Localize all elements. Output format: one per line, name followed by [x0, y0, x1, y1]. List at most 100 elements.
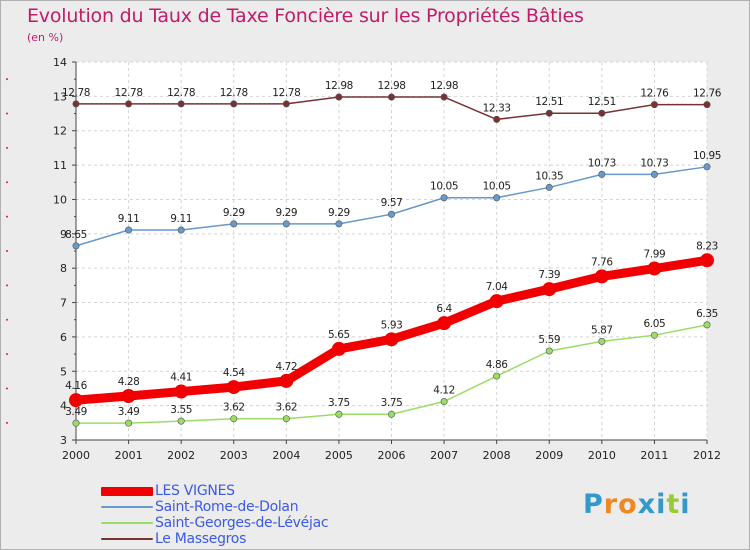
edge-marker [6, 421, 8, 424]
y-tick-label: 5 [60, 365, 67, 378]
data-label-le-massegros: 12.78 [62, 87, 90, 99]
data-label-saint-rome-de-dolan: 9.29 [223, 207, 245, 219]
data-label-le-massegros: 12.76 [640, 88, 669, 100]
data-point-le-massegros [177, 100, 185, 108]
data-point-les-vignes [437, 316, 452, 331]
y-tick-label: 8 [60, 262, 67, 275]
edge-marker [6, 215, 8, 218]
data-label-saint-georges-de-levejac: 3.62 [275, 402, 297, 414]
data-label-les-vignes: 4.72 [275, 361, 297, 373]
data-label-le-massegros: 12.78 [272, 87, 300, 99]
data-label-saint-rome-de-dolan: 9.57 [381, 197, 403, 209]
edge-marker [6, 353, 8, 356]
data-point-saint-rome-de-dolan [387, 210, 395, 218]
data-label-les-vignes: 4.28 [118, 376, 140, 388]
x-tick-label: 2012 [693, 449, 721, 462]
data-point-saint-rome-de-dolan [230, 220, 238, 228]
data-point-saint-georges-de-levejac [598, 337, 606, 345]
data-point-saint-georges-de-levejac [125, 419, 133, 427]
data-label-saint-georges-de-levejac: 3.75 [381, 397, 403, 409]
data-point-saint-georges-de-levejac [387, 410, 395, 418]
legend-swatch-saint-rome [101, 506, 153, 508]
x-tick-label: 2009 [535, 449, 563, 462]
chart-legend: LES VIGNES Saint-Rome-de-Dolan Saint-Geo… [101, 483, 501, 548]
legend-item-le-massegros: Le Massegros [101, 531, 501, 548]
data-label-saint-rome-de-dolan: 9.11 [170, 213, 192, 225]
legend-label-le-massegros: Le Massegros [155, 531, 247, 547]
data-label-saint-rome-de-dolan: 9.11 [118, 213, 140, 225]
data-point-saint-rome-de-dolan [177, 226, 185, 234]
data-label-saint-rome-de-dolan: 10.05 [430, 181, 458, 193]
edge-marker [6, 112, 8, 115]
edge-marker [6, 250, 8, 252]
data-label-les-vignes: 4.16 [65, 380, 87, 392]
data-point-les-vignes [384, 332, 399, 347]
data-label-saint-georges-de-levejac: 4.86 [486, 359, 508, 371]
x-tick-label: 2007 [430, 449, 458, 462]
data-point-saint-georges-de-levejac [493, 372, 501, 380]
data-point-les-vignes [700, 253, 714, 268]
data-point-le-massegros [440, 93, 448, 101]
data-point-le-massegros [493, 115, 501, 123]
x-tick-label: 2011 [640, 449, 668, 462]
data-point-saint-rome-de-dolan [440, 194, 448, 202]
data-point-les-vignes [121, 389, 136, 404]
data-label-les-vignes: 7.39 [538, 269, 560, 281]
data-label-les-vignes: 8.23 [696, 240, 718, 252]
x-tick-label: 2008 [483, 449, 511, 462]
data-point-le-massegros [230, 100, 238, 108]
x-tick-label: 2002 [167, 449, 195, 462]
data-point-saint-rome-de-dolan [125, 226, 133, 234]
data-label-saint-rome-de-dolan: 10.73 [640, 157, 668, 169]
proxiti-logo: Proxiti [583, 489, 691, 520]
data-point-saint-georges-de-levejac [545, 347, 553, 355]
y-tick-label: 12 [53, 125, 67, 138]
data-point-le-massegros [545, 109, 553, 117]
data-point-saint-rome-de-dolan [650, 170, 658, 178]
data-point-saint-georges-de-levejac [440, 398, 448, 406]
data-label-saint-georges-de-levejac: 6.35 [696, 308, 718, 320]
x-tick-label: 2010 [588, 449, 616, 462]
data-label-les-vignes: 7.99 [644, 249, 666, 261]
logo-letter: x [637, 489, 657, 520]
data-label-saint-georges-de-levejac: 5.59 [538, 334, 560, 346]
data-point-le-massegros [125, 100, 133, 108]
x-tick-label: 2006 [378, 449, 406, 462]
data-point-les-vignes [226, 380, 241, 395]
data-label-les-vignes: 5.65 [328, 329, 350, 341]
data-point-saint-georges-de-levejac [650, 331, 658, 339]
data-label-saint-rome-de-dolan: 9.29 [275, 207, 297, 219]
data-point-saint-rome-de-dolan [703, 163, 711, 171]
data-point-les-vignes [594, 269, 609, 284]
data-label-le-massegros: 12.78 [220, 87, 248, 99]
legend-swatch-les-vignes [101, 487, 153, 496]
data-label-saint-rome-de-dolan: 8.65 [65, 229, 87, 241]
legend-label-saint-rome: Saint-Rome-de-Dolan [155, 499, 299, 515]
legend-swatch-le-massegros [101, 538, 153, 540]
data-label-saint-rome-de-dolan: 9.29 [328, 207, 350, 219]
x-tick-label: 2004 [272, 449, 300, 462]
data-point-le-massegros [598, 109, 606, 117]
data-point-le-massegros [282, 100, 290, 108]
y-tick-label: 11 [53, 159, 67, 172]
edge-marker [6, 387, 8, 390]
data-point-les-vignes [647, 261, 662, 276]
data-label-saint-georges-de-levejac: 3.62 [223, 402, 245, 414]
data-point-les-vignes [69, 393, 83, 408]
data-point-les-vignes [331, 341, 346, 356]
data-label-le-massegros: 12.76 [693, 88, 722, 100]
x-tick-label: 2003 [220, 449, 248, 462]
data-label-le-massegros: 12.33 [483, 102, 511, 114]
legend-swatch-saint-georges [101, 522, 153, 524]
y-tick-label: 13 [53, 90, 67, 103]
data-label-saint-georges-de-levejac: 5.87 [591, 324, 613, 336]
data-point-les-vignes [489, 294, 504, 309]
data-label-le-massegros: 12.78 [115, 87, 143, 99]
data-label-les-vignes: 7.04 [486, 281, 508, 293]
logo-letter: o [618, 489, 638, 520]
y-tick-label: 14 [53, 56, 67, 69]
legend-item-saint-georges: Saint-Georges-de-Lévéjac [101, 515, 501, 532]
y-tick-label: 7 [60, 297, 67, 310]
data-label-saint-georges-de-levejac: 3.49 [65, 406, 87, 418]
